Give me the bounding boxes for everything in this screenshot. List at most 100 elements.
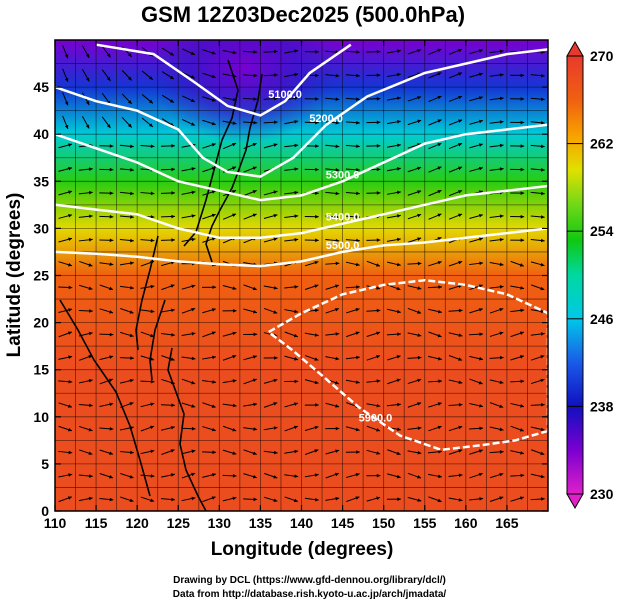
wind-arrow	[181, 307, 196, 314]
colorbar-tick-label: 230	[590, 486, 614, 502]
wind-arrow	[181, 214, 196, 219]
colorbar-tick-label: 238	[590, 398, 614, 414]
wind-arrow	[530, 332, 545, 336]
wind-arrow	[407, 48, 422, 55]
wind-arrow	[62, 92, 69, 106]
height-contours: 5100.0 5200.0 5300.0 5400.0 5500.0	[55, 43, 548, 268]
wind-arrow	[181, 496, 196, 502]
contour-label: 5400.0	[326, 212, 360, 224]
wind-arrow	[120, 331, 134, 338]
wind-arrow	[510, 191, 525, 195]
wind-arrow	[325, 50, 340, 54]
wind-arrow	[119, 356, 134, 360]
y-tick-label: 0	[41, 503, 49, 519]
wind-arrow	[489, 450, 504, 454]
wind-arrow	[530, 120, 545, 125]
wind-arrow	[407, 450, 422, 455]
wind-arrow	[325, 238, 340, 243]
wind-arrow	[263, 143, 278, 149]
wind-arrow	[469, 213, 483, 220]
wind-arrow	[304, 332, 319, 337]
wind-arrow	[62, 115, 69, 130]
wind-arrow	[469, 261, 484, 266]
wind-arrow	[428, 189, 442, 197]
wind-arrow	[386, 49, 401, 54]
wind-arrow	[78, 214, 93, 219]
wind-arrow	[304, 214, 319, 219]
wind-arrow	[284, 379, 299, 384]
wind-arrow	[263, 190, 278, 196]
wind-arrow	[222, 213, 237, 220]
wind-arrow	[284, 355, 299, 361]
wind-arrow	[407, 213, 422, 220]
wind-arrow	[99, 497, 114, 502]
wind-arrow	[345, 215, 360, 219]
wind-arrow	[121, 116, 133, 128]
wind-arrow	[78, 403, 93, 408]
wind-arrow	[121, 69, 133, 81]
wind-arrow	[428, 119, 442, 126]
wind-arrow	[510, 144, 525, 148]
wind-arrow	[387, 355, 401, 361]
colorbar-ticks: 230 238 246 254 262 270	[567, 48, 614, 502]
wind-arrow	[99, 214, 114, 219]
wind-arrow	[510, 496, 525, 502]
wind-arrow	[428, 425, 442, 432]
wind-arrow	[428, 449, 443, 454]
wind-arrow	[140, 355, 155, 361]
wind-arrow	[407, 378, 422, 385]
wind-arrow	[99, 308, 114, 314]
wind-arrow	[58, 166, 73, 172]
wind-arrow	[530, 355, 545, 361]
y-axis-label: Latitude (degrees)	[4, 193, 25, 358]
wind-arrow	[304, 260, 319, 267]
wind-arrow	[78, 378, 93, 384]
wind-arrow	[530, 378, 545, 385]
wind-arrow	[284, 425, 298, 432]
wind-arrow	[284, 237, 299, 242]
wind-arrow	[469, 472, 483, 479]
wind-arrow	[263, 426, 278, 431]
colorbar-top-arrow	[566, 40, 584, 57]
wind-arrow	[202, 355, 217, 360]
wind-arrow	[428, 72, 442, 79]
wind-arrow	[222, 403, 237, 408]
wind-arrow	[346, 331, 360, 338]
wind-arrow	[78, 237, 93, 242]
y-tick-label: 40	[33, 126, 49, 142]
wind-arrow	[325, 215, 340, 219]
wind-arrow	[284, 190, 299, 195]
wind-arrow	[140, 331, 155, 338]
wind-arrow	[510, 402, 525, 408]
wind-arrow	[325, 449, 340, 455]
wind-arrow	[99, 355, 114, 361]
wind-arrow	[387, 378, 401, 385]
wind-arrow	[263, 285, 278, 290]
wind-arrow	[510, 97, 525, 101]
wind-arrow	[181, 71, 196, 79]
wind-arrow	[202, 96, 216, 102]
wind-arrow	[284, 331, 298, 338]
wind-arrow	[140, 402, 155, 408]
wind-arrow	[407, 166, 422, 173]
wind-arrow	[345, 50, 360, 54]
wind-arrow	[243, 50, 258, 54]
wind-arrow	[510, 120, 525, 125]
wind-arrow	[345, 167, 360, 172]
wind-arrow	[428, 48, 442, 55]
wind-arrow	[284, 214, 299, 219]
wind-arrow	[202, 426, 216, 432]
wind-arrow	[304, 120, 319, 125]
wind-arrow	[284, 120, 299, 125]
wind-arrow	[202, 496, 216, 503]
wind-arrow	[243, 497, 258, 502]
wind-arrow	[284, 143, 299, 148]
contour-5400.0: 5400.0	[55, 184, 548, 240]
wind-arrow	[469, 308, 483, 314]
contour-label: 5100.0	[268, 89, 302, 101]
wind-arrow	[99, 332, 114, 337]
wind-arrow	[181, 449, 196, 455]
wind-arrow	[202, 331, 216, 338]
wind-arrow	[489, 96, 504, 101]
wind-arrow	[428, 331, 442, 338]
